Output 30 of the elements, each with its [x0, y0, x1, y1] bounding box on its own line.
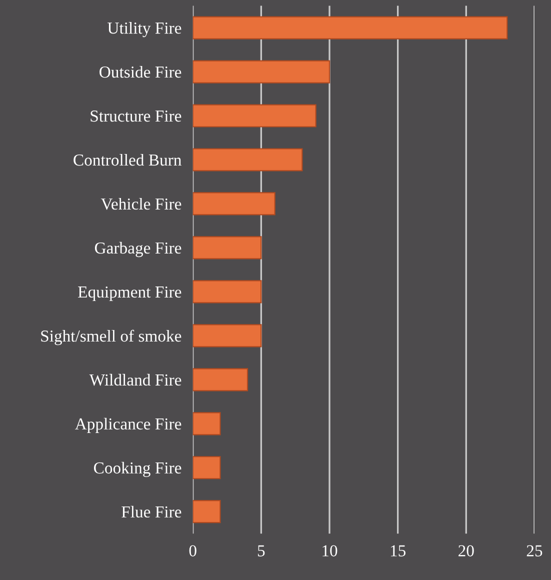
bar [192, 148, 303, 172]
y-tick-label: Flue Fire [122, 506, 182, 518]
y-tick-label: Cooking Fire [94, 462, 182, 478]
bar [192, 236, 262, 260]
bar [192, 412, 221, 436]
x-tick-label: 25 [526, 545, 542, 556]
x-tick-label: 0 [189, 545, 196, 556]
x-tick-label: 15 [390, 545, 406, 556]
y-tick-label: Sight/smell of smoke [41, 330, 182, 346]
bar [192, 16, 508, 40]
bar [192, 368, 248, 392]
y-tick-label: Utility Fire [108, 22, 182, 38]
x-tick-label: 5 [258, 545, 265, 556]
x-tick-label: 10 [322, 545, 338, 556]
x-tick-label: 20 [458, 545, 474, 556]
bar [192, 104, 316, 128]
y-tick-label: Controlled Burn [74, 154, 182, 166]
bar [192, 192, 276, 216]
bar [192, 280, 262, 304]
y-tick-label: Equipment Fire [78, 286, 182, 302]
bar [192, 500, 221, 524]
y-tick-label: Structure Fire [90, 110, 182, 122]
y-tick-label: Applicance Fire [75, 418, 182, 433]
bar [192, 324, 262, 348]
y-tick-label: Wildland Fire [89, 374, 182, 386]
y-tick-label: Vehicle Fire [100, 198, 182, 210]
bar [192, 60, 330, 84]
y-tick-label: Garbage Fire [94, 242, 182, 258]
bar [192, 456, 221, 480]
y-tick-label: Outside Fire [100, 66, 182, 78]
